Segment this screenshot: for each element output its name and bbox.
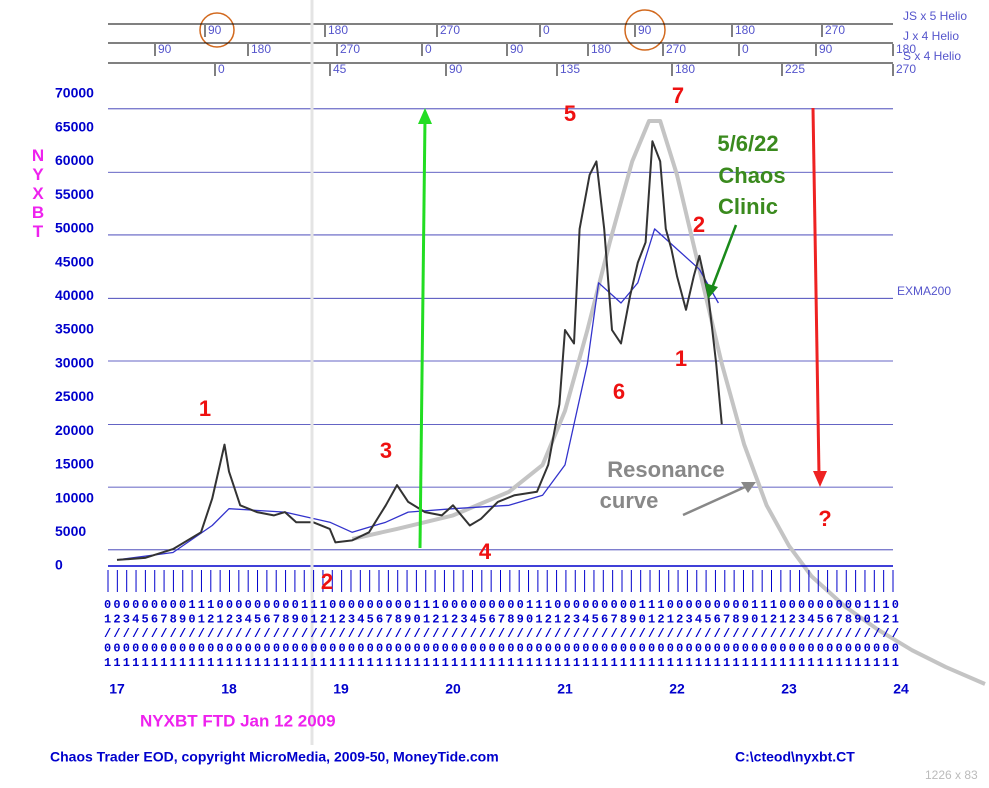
helio-label: 90 [819,42,833,56]
helio-label: 0 [742,42,749,56]
helio-name: JS x 5 Helio [903,9,967,23]
arrow [811,107,821,476]
y-tick-label: 0 [55,557,63,573]
annotation: 6 [613,379,625,404]
helio-label: 0 [425,42,432,56]
y-tick-label: 55000 [55,186,94,202]
y-tick-label: 30000 [55,354,94,370]
x-tick-label: 23 [781,681,797,697]
helio-label: 180 [896,42,916,56]
helio-label: 45 [333,62,347,76]
helio-label: 180 [328,23,348,37]
helio-label: 270 [896,62,916,76]
helio-label: 270 [825,23,845,37]
y-tick-label: 15000 [55,456,94,472]
copyright: Chaos Trader EOD, copyright MicroMedia, … [50,749,499,765]
helio-label: 90 [208,23,222,37]
helio-label: 180 [735,23,755,37]
series-line [116,140,723,561]
helio-label: 180 [675,62,695,76]
helio-label: 90 [449,62,463,76]
y-tick-label: 65000 [55,118,94,134]
annotation: 2 [693,212,705,237]
highlight-circle [624,9,666,51]
arrow [682,485,746,517]
helio-label: 270 [340,42,360,56]
x-tick-label: 18 [221,681,237,697]
plot [116,119,986,686]
y-tick-label: 5000 [55,523,86,539]
x-tick-label: 24 [893,681,909,697]
grid [108,108,893,551]
date-row: 0000000001110000000001110000000001110000… [104,598,899,612]
size-note: 1226 x 83 [925,768,978,782]
helio-label: 135 [560,62,580,76]
annotation: 4 [479,539,492,564]
y-tick-label: 20000 [55,422,94,438]
helio-label: 90 [638,23,652,37]
y-tick-label: 25000 [55,388,94,404]
annotation: 7 [672,83,684,108]
helio-label: 225 [785,62,805,76]
y-tick-label: 40000 [55,287,94,303]
helio-label: 90 [158,42,172,56]
series-line [116,228,719,561]
date-row: 0000000000000000000000000000000000000000… [104,642,899,656]
y-tick-label: 10000 [55,489,94,505]
helio-label: 180 [591,42,611,56]
helio-name: S x 4 Helio [903,49,961,63]
helio-label: 90 [510,42,524,56]
arrow [710,224,738,289]
x-tick-label: 19 [333,681,349,697]
arrow-head [705,283,718,299]
annotation: Chaos [718,163,785,188]
x-tick-label: 20 [445,681,461,697]
arrow-head [741,482,756,493]
footer-label: NYXBT FTD Jan 12 2009 [140,711,336,730]
date-row: ////////////////////////////////////////… [104,627,899,641]
x-tick-label: 22 [669,681,685,697]
x-tick-label: 17 [109,681,125,697]
y-tick-label: 50000 [55,220,94,236]
annotation: 2 [321,569,333,594]
annotation: Clinic [718,194,778,219]
date-row: 1234567890121234567890121234567890121234… [104,613,899,627]
y-tick-label: 70000 [55,85,94,101]
annotation: ? [818,506,831,531]
helio-label: 0 [218,62,225,76]
arrow-head [418,108,432,124]
file-path: C:\cteod\nyxbt.CT [735,749,855,765]
y-tick-label: 60000 [55,152,94,168]
x-tick-label: 21 [557,681,573,697]
y-tick-label: 35000 [55,321,94,337]
helio-label: 180 [251,42,271,56]
annotation: 1 [199,396,211,421]
helio-label: 0 [543,23,550,37]
annotation: 3 [380,438,392,463]
arrow-head [813,471,827,487]
highlight-circle [199,12,235,48]
y-tick-label: 45000 [55,253,94,269]
helio-name: J x 4 Helio [903,29,959,43]
series-label: EXMA200 [897,284,951,298]
annotation: 1 [675,346,687,371]
arrow [418,117,427,549]
helio-label: 270 [440,23,460,37]
annotation: curve [600,488,659,513]
annotation: Resonance [607,457,724,482]
annotation: 5/6/22 [717,131,778,156]
annotation: 5 [564,101,576,126]
series-line [351,119,986,686]
date-row: 1111111111111111111111111111111111111111… [104,656,899,670]
helio-label: 270 [666,42,686,56]
